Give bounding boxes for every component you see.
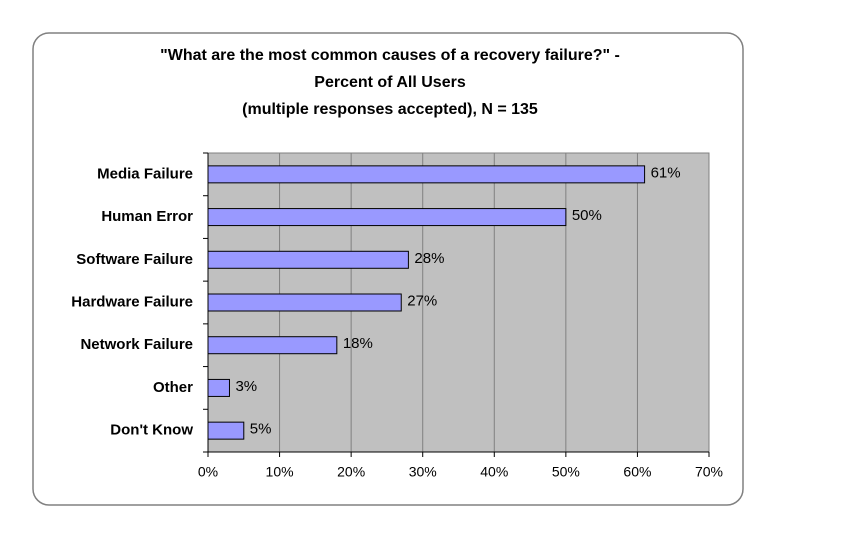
value-label: 50% (572, 207, 602, 224)
y-tick-label: Don't Know (110, 422, 193, 439)
bar (207, 165, 646, 184)
bar (207, 293, 402, 312)
y-tick-label: Network Failure (80, 336, 193, 353)
value-label: 28% (414, 250, 444, 267)
bar (207, 421, 245, 440)
x-tick-label: 30% (409, 464, 437, 480)
title-line: "What are the most common causes of a re… (160, 47, 620, 64)
title-line: (multiple responses accepted), N = 135 (242, 101, 538, 118)
value-label: 18% (343, 335, 373, 352)
value-label: 27% (407, 292, 437, 309)
y-tick-label: Human Error (101, 208, 193, 225)
x-tick-label: 40% (480, 464, 508, 480)
bar (207, 208, 567, 227)
value-label: 3% (235, 378, 257, 395)
x-tick-label: 20% (337, 464, 365, 480)
bar (207, 250, 409, 269)
chart-title: "What are the most common causes of a re… (160, 47, 620, 118)
bar (207, 336, 338, 355)
x-tick-label: 0% (198, 464, 218, 480)
x-tick-label: 60% (623, 464, 651, 480)
x-tick-label: 50% (552, 464, 580, 480)
title-line: Percent of All Users (314, 74, 466, 91)
y-tick-label: Media Failure (97, 165, 193, 182)
y-tick-label: Software Failure (76, 251, 193, 268)
value-label: 61% (651, 164, 681, 181)
x-tick-label: 70% (695, 464, 723, 480)
x-tick-label: 10% (266, 464, 294, 480)
bar (207, 378, 230, 397)
value-label: 5% (250, 421, 272, 438)
y-tick-label: Other (153, 379, 193, 396)
y-tick-label: Hardware Failure (71, 293, 193, 310)
